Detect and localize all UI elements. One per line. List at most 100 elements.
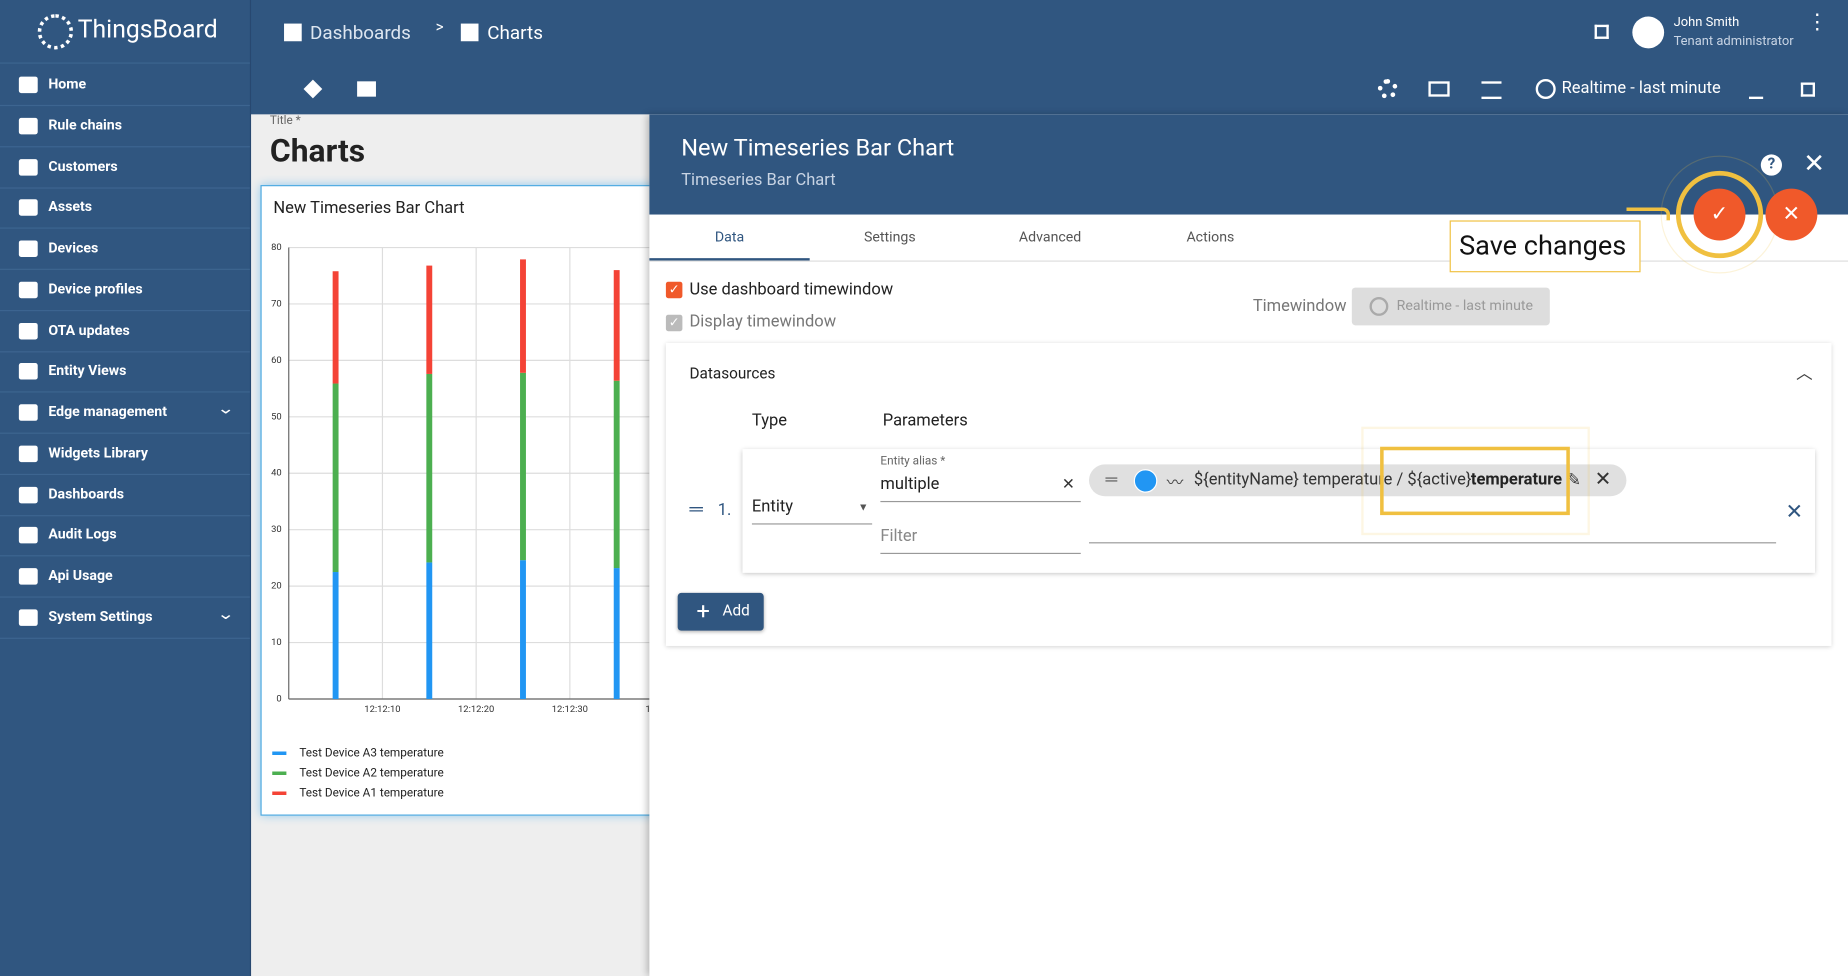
remove-row-button[interactable]: ✕ xyxy=(1785,499,1804,525)
bar-segment xyxy=(520,560,526,699)
save-button[interactable]: ✓ xyxy=(1693,188,1746,241)
download-icon[interactable] xyxy=(1748,80,1764,100)
dashboard-title: Charts xyxy=(269,132,366,170)
title-label: Title * xyxy=(269,114,301,128)
user-role: Tenant administrator xyxy=(1673,33,1794,49)
dialog-header xyxy=(649,114,1848,215)
user-name: John Smith xyxy=(1673,14,1740,30)
menu-icon xyxy=(18,404,38,421)
menu-icon xyxy=(18,527,38,544)
tabs-divider xyxy=(649,260,1848,262)
bar-segment xyxy=(426,562,433,699)
devices-icon[interactable] xyxy=(1428,81,1450,97)
menu-item[interactable]: Entity Views xyxy=(48,362,127,379)
bar-segment xyxy=(520,372,526,561)
bar-segment xyxy=(520,259,526,373)
settings-icon[interactable] xyxy=(1377,78,1398,100)
dropdown-arrow: ▼ xyxy=(857,502,869,514)
divider xyxy=(0,227,250,229)
breadcrumb-icon xyxy=(461,23,480,42)
highlight-box xyxy=(1380,446,1570,516)
filter-icon[interactable] xyxy=(1481,81,1502,100)
fullscreen-icon[interactable] xyxy=(1594,24,1609,39)
divider xyxy=(0,309,250,311)
divider xyxy=(0,637,250,639)
edit-button[interactable]: ✎ xyxy=(1566,469,1582,491)
x-tick-label: 12:12:10 xyxy=(364,704,400,715)
tooltip xyxy=(1449,220,1641,273)
y-tick-label: 70 xyxy=(271,298,282,309)
menu-item[interactable]: Dashboards xyxy=(48,485,125,502)
sidebar: ThingsBoard Home Rule chains Customers Asse… xyxy=(0,0,252,976)
filter-input[interactable]: Filter xyxy=(880,527,1081,555)
divider xyxy=(0,596,250,598)
bar-segment xyxy=(426,265,433,374)
add-button[interactable] xyxy=(677,592,764,631)
y-tick-label: 30 xyxy=(271,524,282,535)
bar-segment xyxy=(332,572,339,699)
menu-item[interactable]: Home xyxy=(48,75,87,92)
tab[interactable]: Data xyxy=(714,228,745,246)
expand-icon[interactable] xyxy=(1800,82,1815,97)
collapse-icon[interactable]: ︿ xyxy=(1796,364,1813,384)
y-tick-label: 60 xyxy=(271,355,282,366)
bar-segment xyxy=(613,380,620,569)
menu-item[interactable]: Audit Logs xyxy=(48,526,117,543)
menu-item[interactable]: Customers xyxy=(48,157,118,174)
avatar[interactable] xyxy=(1632,16,1665,49)
close-button[interactable]: ✕ xyxy=(1803,149,1825,180)
color-dot[interactable] xyxy=(1133,469,1158,493)
chip-handle[interactable]: ═ xyxy=(1105,470,1118,490)
legend-label: Test Device A1 temperature xyxy=(299,785,443,799)
clock-icon xyxy=(1369,297,1389,316)
menu-item[interactable]: Edge management xyxy=(48,403,167,420)
spotlight-ring xyxy=(1675,170,1764,259)
menu-item[interactable]: Devices xyxy=(48,239,99,256)
legend-label: Test Device A2 temperature xyxy=(299,765,443,779)
help-button[interactable]: ? xyxy=(1760,154,1782,176)
divider xyxy=(0,104,250,107)
layout-icon[interactable] xyxy=(357,81,376,97)
menu-item[interactable]: Widgets Library xyxy=(48,444,148,461)
menu-icon xyxy=(18,322,38,339)
tab[interactable]: Advanced xyxy=(1018,228,1082,246)
menu-icon xyxy=(18,240,38,257)
y-tick-label: 40 xyxy=(271,468,282,479)
expand-icon[interactable]: ⌄ xyxy=(216,400,235,419)
field-label: Entity alias * xyxy=(880,454,946,468)
breadcrumb[interactable]: Dashboards xyxy=(309,21,411,44)
clear-button[interactable]: ✕ xyxy=(1061,476,1075,494)
menu-item[interactable]: Device profiles xyxy=(48,280,143,297)
entity-alias-input[interactable]: multiple xyxy=(880,475,1081,503)
menu-item[interactable]: Assets xyxy=(48,198,93,215)
divider xyxy=(0,555,250,557)
tab[interactable]: Settings xyxy=(863,228,916,246)
menu-item[interactable]: Api Usage xyxy=(48,566,113,584)
tooltip-text: Save changes xyxy=(1459,229,1627,262)
menu-icon xyxy=(18,445,38,462)
remove-key-button[interactable]: ✕ xyxy=(1594,467,1612,492)
drag-handle[interactable]: ═ xyxy=(689,497,703,520)
checkbox-checked[interactable]: ✓ xyxy=(665,281,683,299)
key-chip xyxy=(1088,464,1627,497)
clock-icon xyxy=(1535,78,1556,100)
type-select[interactable]: Entity xyxy=(751,497,873,525)
cancel-button[interactable]: ✕ xyxy=(1765,188,1818,241)
menu-icon xyxy=(18,568,38,585)
more-menu[interactable]: ⋮ xyxy=(1806,9,1828,35)
menu-icon xyxy=(18,609,38,626)
breadcrumb-separator: > xyxy=(435,18,444,37)
divider xyxy=(0,473,250,475)
add-label: Add xyxy=(722,602,750,621)
expand-icon[interactable]: ⌄ xyxy=(216,605,235,624)
menu-item[interactable]: Rule chains xyxy=(48,116,123,133)
timewindow[interactable]: Realtime - last minute xyxy=(1561,78,1721,98)
menu-item[interactable]: OTA updates xyxy=(48,321,130,338)
tab-indicator xyxy=(649,258,810,261)
breadcrumb[interactable]: Charts xyxy=(487,21,543,44)
tab[interactable]: Actions xyxy=(1186,228,1235,246)
menu-item[interactable]: System Settings xyxy=(48,607,153,625)
divider xyxy=(0,145,250,148)
chart-title: New Timeseries Bar Chart xyxy=(273,199,464,218)
